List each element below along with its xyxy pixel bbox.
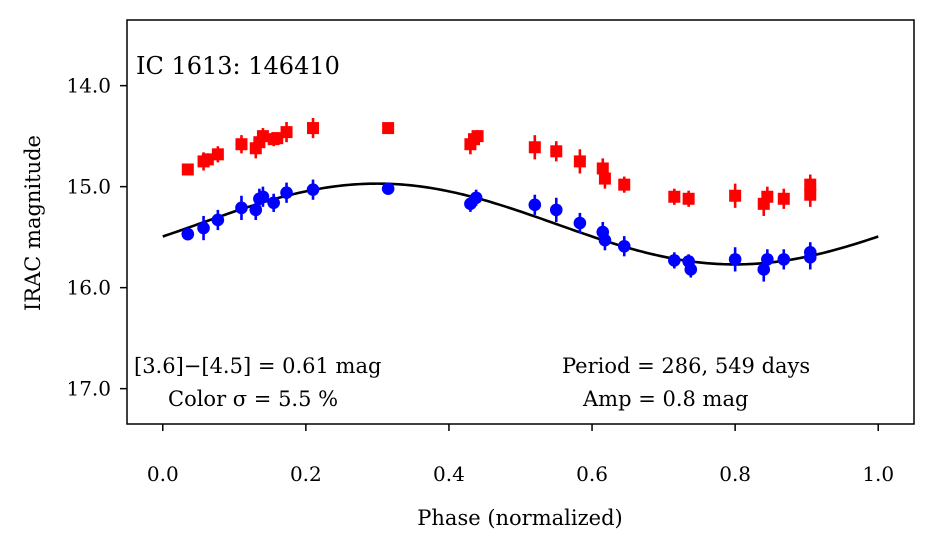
chart-title: IC 1613: 146410: [136, 52, 340, 80]
x-tick-label: 1.0: [862, 462, 894, 486]
data-point-square: [761, 190, 774, 203]
y-tick-label: 15.0: [66, 175, 111, 199]
data-point-circle: [668, 254, 681, 267]
data-point-square: [573, 155, 586, 168]
x-axis-label: Phase (normalized): [417, 506, 622, 530]
data-point-square: [201, 153, 214, 166]
axis-ticks: 0.0 0.2 0.4 0.6 0.8 1.0 14.0 15.0 16.0 17.0: [66, 74, 894, 486]
period-annotation: Period = 286, 549 days: [562, 354, 810, 378]
color-sigma-annotation: Color σ = 5.5 %: [168, 387, 338, 411]
x-tick-label: 0.0: [147, 462, 179, 486]
data-point-square: [280, 126, 293, 139]
y-tick-label: 17.0: [66, 377, 111, 401]
data-point-circle: [181, 227, 195, 241]
amplitude-annotation: Amp = 0.8 mag: [582, 387, 748, 411]
data-point-square: [729, 189, 742, 202]
data-point-circle: [256, 190, 270, 204]
data-point-square: [235, 138, 248, 151]
data-point-circle: [528, 198, 542, 212]
data-point-circle: [803, 251, 817, 264]
x-tick-label: 0.4: [433, 462, 465, 486]
data-point-circle: [469, 191, 483, 205]
data-point-circle: [381, 182, 395, 195]
data-point-square: [550, 145, 563, 158]
data-point-circle: [235, 201, 248, 215]
data-point-square: [777, 192, 790, 205]
data-point-circle: [280, 186, 293, 200]
series-red: [181, 117, 817, 216]
data-point-circle: [549, 203, 563, 217]
data-point-circle: [684, 263, 698, 276]
y-tick-label: 16.0: [66, 276, 111, 300]
data-point-square: [307, 122, 320, 135]
data-point-square: [211, 148, 224, 161]
plot-marks: [162, 117, 879, 282]
data-point-circle: [306, 183, 320, 196]
data-point-square: [181, 163, 194, 176]
data-point-circle: [617, 239, 631, 253]
data-point-square: [598, 172, 611, 185]
data-point-square: [249, 142, 262, 155]
data-point-square: [256, 130, 269, 143]
color-annotation: [3.6]−[4.5] = 0.61 mag: [134, 354, 381, 378]
x-tick-label: 0.8: [719, 462, 751, 486]
data-point-circle: [197, 221, 210, 235]
data-point-circle: [573, 216, 587, 230]
data-point-square: [271, 132, 284, 145]
data-point-square: [618, 178, 631, 191]
data-point-square: [253, 136, 266, 149]
data-point-square: [804, 188, 817, 201]
y-axis-label: IRAC magnitude: [21, 135, 45, 311]
data-point-square: [528, 141, 541, 154]
data-point-square: [682, 192, 695, 205]
x-tick-label: 0.6: [576, 462, 608, 486]
data-point-square: [668, 190, 681, 203]
data-point-square: [382, 122, 395, 135]
data-point-circle: [267, 196, 280, 210]
x-tick-label: 0.2: [290, 462, 322, 486]
data-point-circle: [211, 213, 225, 227]
series-blue: [181, 179, 817, 282]
data-point-circle: [777, 253, 791, 266]
data-point-circle: [761, 253, 774, 266]
data-point-circle: [598, 233, 612, 247]
data-point-circle: [728, 253, 742, 266]
plot-frame: [126, 19, 915, 425]
data-point-square: [471, 130, 484, 143]
y-tick-label: 14.0: [66, 74, 111, 98]
